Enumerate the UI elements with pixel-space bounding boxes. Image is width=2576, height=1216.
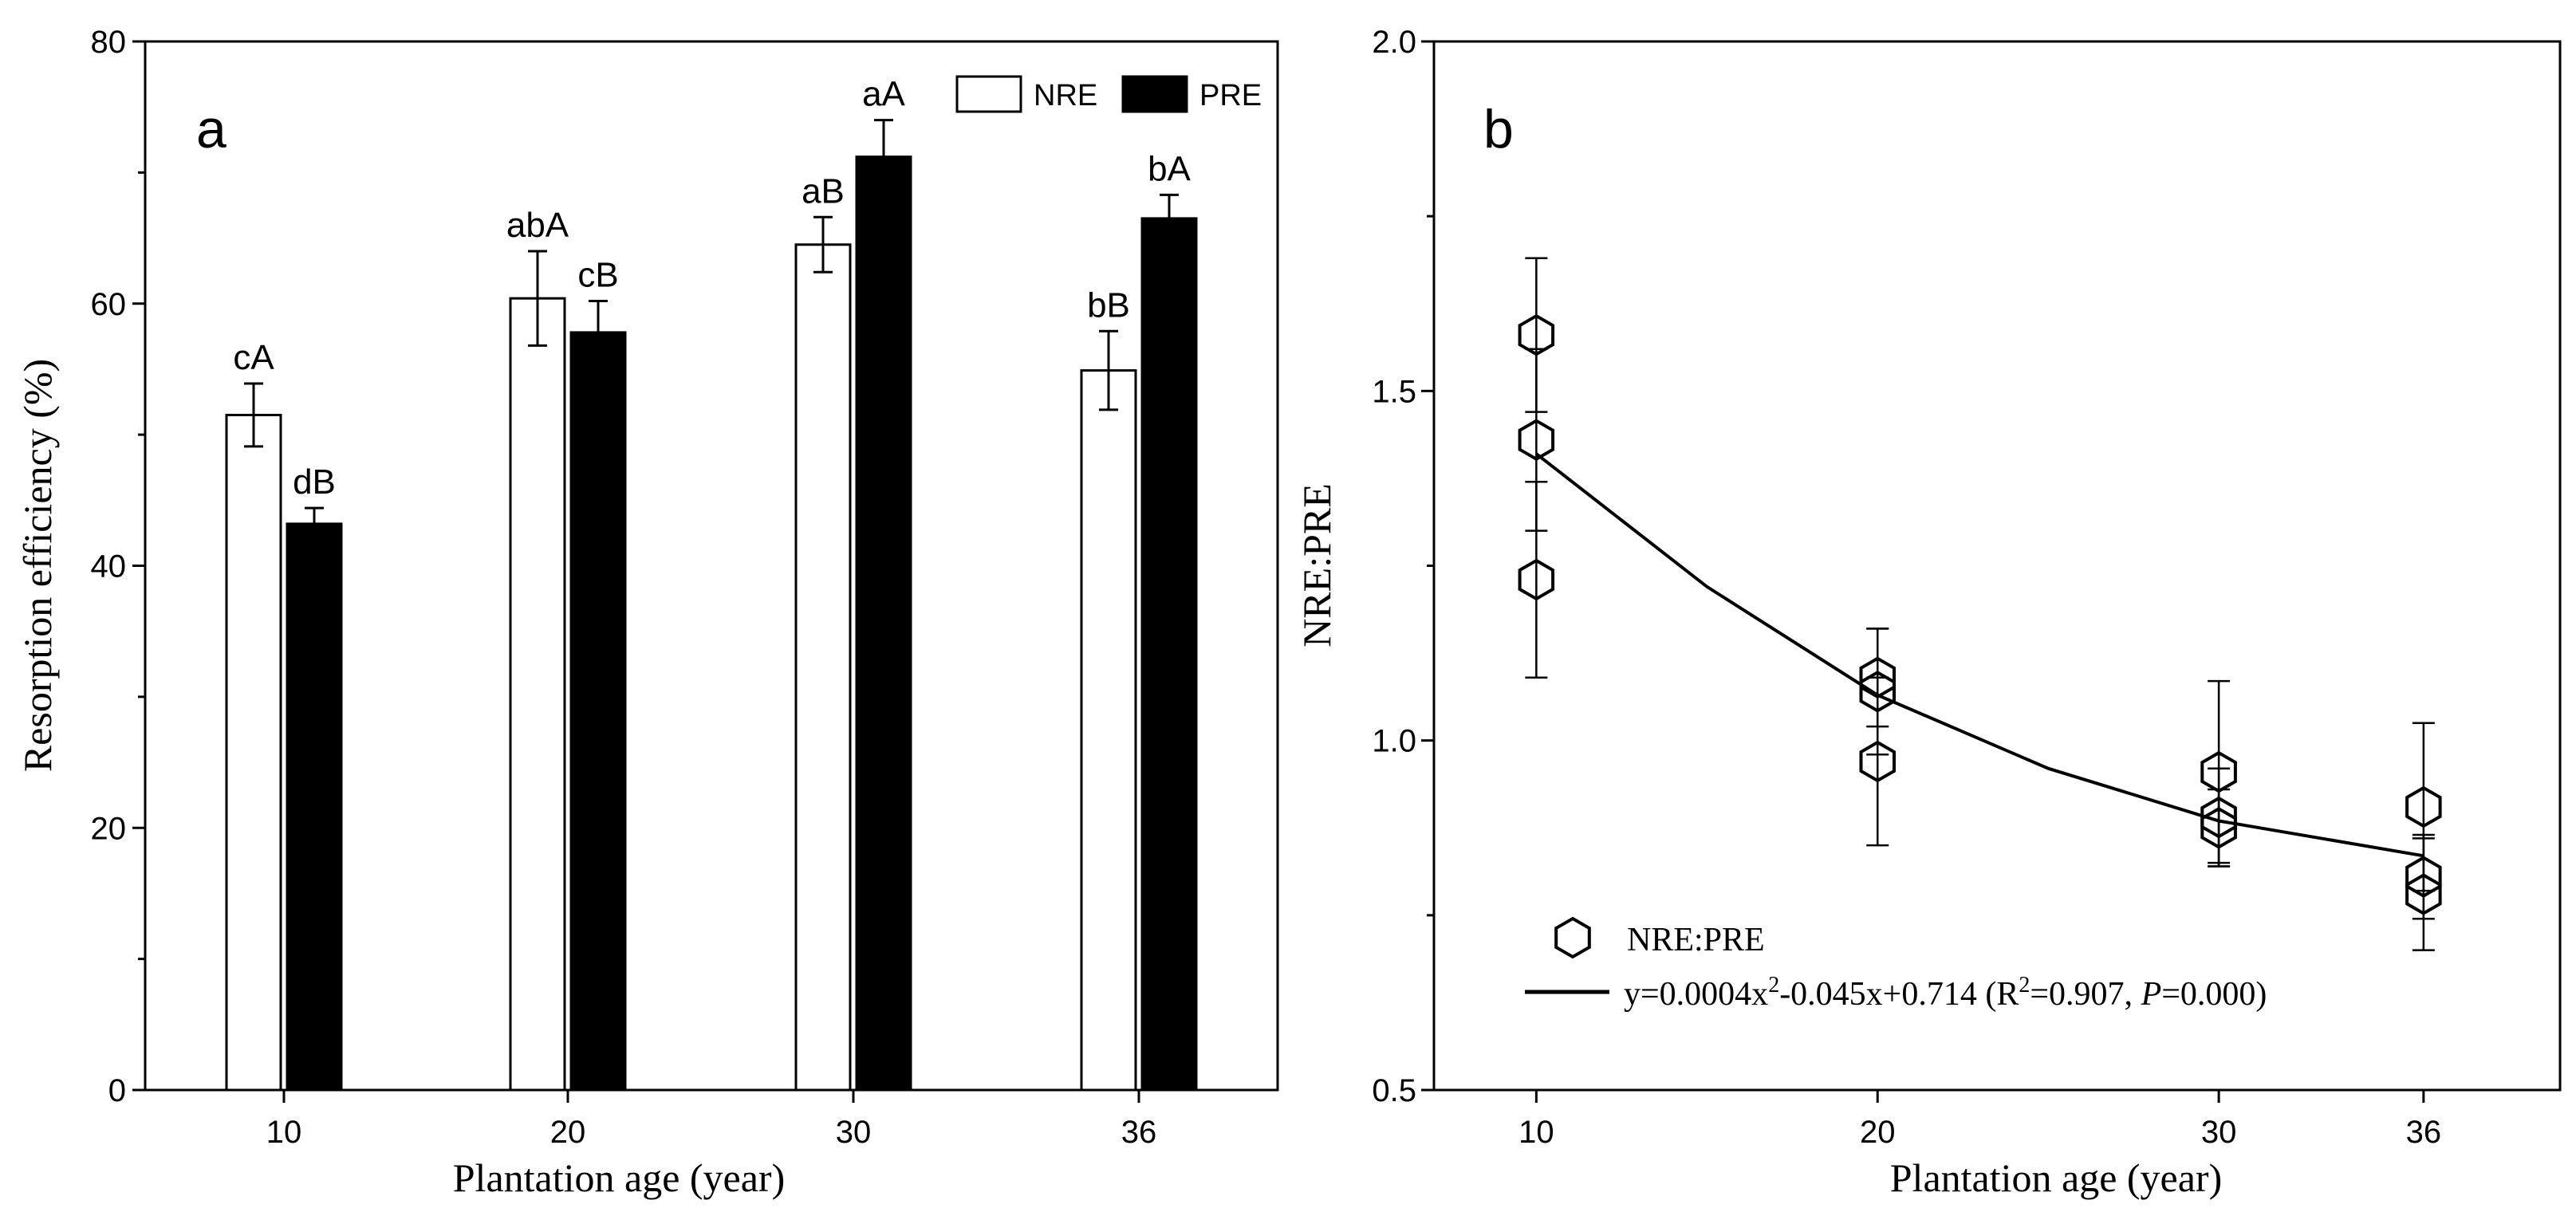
y-tick-label: 0.5 <box>1372 1073 1416 1108</box>
data-point <box>2200 750 2237 793</box>
panel-a-bars: cA abA aB bB dB cB aA bA <box>225 75 1198 1092</box>
significance-letter: cA <box>233 338 274 377</box>
bar-pre <box>569 331 627 1092</box>
panel-a-y-axis-title: Resorption efficiency (%) <box>15 359 60 772</box>
y-tick-label: 1.5 <box>1372 374 1416 409</box>
y-tick-label: 20 <box>91 811 127 846</box>
panel-b-points <box>1518 257 2442 951</box>
bar-nre <box>1080 369 1137 1092</box>
legend-pre-label: PRE <box>1199 79 1262 112</box>
panel-b-x-axis-title: Plantation age (year) <box>1890 1155 2222 1200</box>
y-tick-label: 2.0 <box>1372 25 1416 60</box>
significance-letter: aA <box>862 75 905 114</box>
data-point <box>2405 785 2442 828</box>
data-point <box>1518 313 1555 356</box>
significance-letter: abA <box>506 206 569 245</box>
panel-b-frame <box>1432 40 2562 1092</box>
legend-marker-label: NRE:PRE <box>1627 922 1765 958</box>
data-point <box>2200 806 2237 849</box>
data-point <box>1859 740 1896 783</box>
significance-letter: cB <box>577 255 618 294</box>
legend-pre-swatch <box>1121 75 1188 113</box>
data-point <box>1859 670 1896 713</box>
x-tick-label: 20 <box>550 1115 586 1150</box>
bar-pre <box>1140 217 1198 1092</box>
panel-a-label: a <box>196 99 226 159</box>
x-tick-label: 10 <box>1518 1115 1554 1150</box>
x-tick-label: 30 <box>2201 1115 2237 1150</box>
panel-b: b 0.5 1.0 1.5 2.0 10 20 30 36 Plantation age (… <box>1294 25 2562 1200</box>
legend-nre-label: NRE <box>1034 79 1097 112</box>
legend-nre-swatch <box>955 75 1022 113</box>
panel-b-y-axis: 0.5 1.0 1.5 2.0 <box>1372 25 1434 1108</box>
data-point <box>2405 856 2442 898</box>
panel-a-x-axis-title: Plantation age (year) <box>453 1155 785 1200</box>
bar-nre <box>794 243 852 1092</box>
legend-hexagon-marker-icon <box>1554 916 1591 959</box>
y-tick-label: 40 <box>91 549 127 584</box>
panel-a-y-axis: 0 20 40 60 80 <box>91 25 145 1108</box>
x-tick-label: 20 <box>1860 1115 1896 1150</box>
significance-letter: bA <box>1148 149 1191 188</box>
data-point <box>1518 558 1555 601</box>
data-point <box>2200 796 2237 839</box>
data-point <box>2405 873 2442 915</box>
panel-a-x-axis: 10 20 30 36 <box>266 1090 1157 1150</box>
y-tick-label: 60 <box>91 287 127 322</box>
x-tick-label: 10 <box>266 1115 302 1150</box>
panel-a-legend: NRE PRE <box>955 75 1262 113</box>
significance-letter: dB <box>293 462 336 502</box>
x-tick-label: 36 <box>1121 1115 1157 1150</box>
panel-b-y-axis-title: NRE:PRE <box>1294 483 1339 647</box>
y-tick-label: 0 <box>108 1073 126 1108</box>
x-tick-label: 30 <box>836 1115 872 1150</box>
bar-nre <box>225 413 282 1092</box>
x-tick-label: 36 <box>2406 1115 2442 1150</box>
panel-b-x-axis: 10 20 30 36 <box>1518 1090 2441 1150</box>
y-tick-label: 1.0 <box>1372 724 1416 759</box>
significance-letter: aB <box>802 171 845 211</box>
panel-b-legend: NRE:PRE y=0.0004x2-0.045x+0.714 (R2=0.90… <box>1525 916 2267 1013</box>
bar-pre <box>855 155 912 1092</box>
fit-curve <box>1535 452 2424 858</box>
data-point <box>1518 419 1555 462</box>
bar-nre <box>509 297 566 1092</box>
significance-letter: bB <box>1087 285 1130 325</box>
panel-a: a 0 20 40 60 80 10 20 30 36 cA abA aB bB dB cB aA bA P… <box>15 25 1279 1200</box>
panel-b-label: b <box>1483 99 1514 159</box>
bar-pre <box>286 522 343 1092</box>
y-tick-label: 80 <box>91 25 127 60</box>
legend-fit-equation: y=0.0004x2-0.045x+0.714 (R2=0.907, P=0.0… <box>1624 973 2267 1013</box>
